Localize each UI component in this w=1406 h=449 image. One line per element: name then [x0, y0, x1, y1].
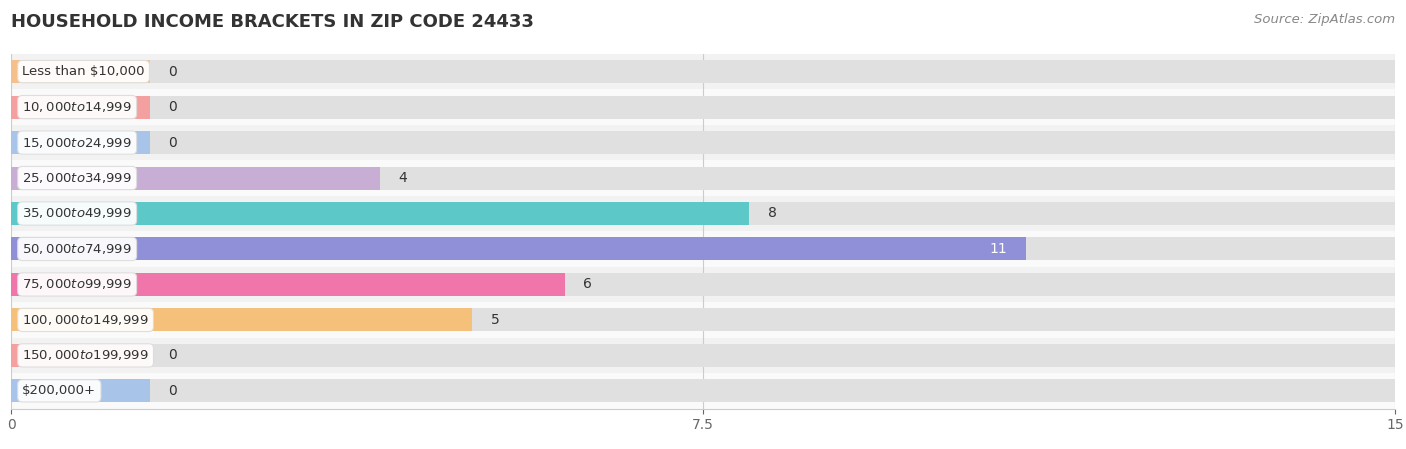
Bar	[11, 238, 1026, 260]
Bar	[11, 96, 149, 119]
Bar	[11, 160, 1395, 196]
Bar	[11, 379, 1395, 402]
Text: $15,000 to $24,999: $15,000 to $24,999	[22, 136, 132, 150]
Bar	[11, 60, 1395, 83]
Bar	[11, 167, 380, 189]
Bar	[11, 273, 1395, 296]
Text: 6: 6	[583, 277, 592, 291]
Bar	[11, 373, 1395, 409]
Text: 0: 0	[169, 100, 177, 114]
Bar	[11, 379, 149, 402]
Bar	[11, 96, 1395, 119]
Bar	[11, 167, 1395, 189]
Bar	[11, 308, 1395, 331]
Text: 0: 0	[169, 65, 177, 79]
Bar	[11, 202, 749, 225]
Text: $10,000 to $14,999: $10,000 to $14,999	[22, 100, 132, 114]
Text: $150,000 to $199,999: $150,000 to $199,999	[22, 348, 149, 362]
Bar	[11, 302, 1395, 338]
Bar	[11, 344, 1395, 367]
Bar	[11, 89, 1395, 125]
Text: HOUSEHOLD INCOME BRACKETS IN ZIP CODE 24433: HOUSEHOLD INCOME BRACKETS IN ZIP CODE 24…	[11, 13, 534, 31]
Text: $50,000 to $74,999: $50,000 to $74,999	[22, 242, 132, 256]
Text: Less than $10,000: Less than $10,000	[22, 65, 145, 78]
Text: $200,000+: $200,000+	[22, 384, 97, 397]
Text: $35,000 to $49,999: $35,000 to $49,999	[22, 207, 132, 220]
Text: $75,000 to $99,999: $75,000 to $99,999	[22, 277, 132, 291]
Bar	[11, 273, 565, 296]
Text: 11: 11	[990, 242, 1007, 256]
Bar	[11, 131, 149, 154]
Bar	[11, 131, 1395, 154]
Bar	[11, 125, 1395, 160]
Bar	[11, 308, 472, 331]
Bar	[11, 267, 1395, 302]
Text: 8: 8	[768, 207, 776, 220]
Text: 0: 0	[169, 384, 177, 398]
Text: 4: 4	[399, 171, 408, 185]
Text: Source: ZipAtlas.com: Source: ZipAtlas.com	[1254, 13, 1395, 26]
Bar	[11, 238, 1395, 260]
Text: 0: 0	[169, 136, 177, 150]
Bar	[11, 202, 1395, 225]
Text: $25,000 to $34,999: $25,000 to $34,999	[22, 171, 132, 185]
Text: 0: 0	[169, 348, 177, 362]
Text: $100,000 to $149,999: $100,000 to $149,999	[22, 313, 149, 327]
Bar	[11, 231, 1395, 267]
Bar	[11, 338, 1395, 373]
Bar	[11, 60, 149, 83]
Bar	[11, 54, 1395, 89]
Bar	[11, 344, 149, 367]
Text: 5: 5	[491, 313, 499, 327]
Bar	[11, 196, 1395, 231]
